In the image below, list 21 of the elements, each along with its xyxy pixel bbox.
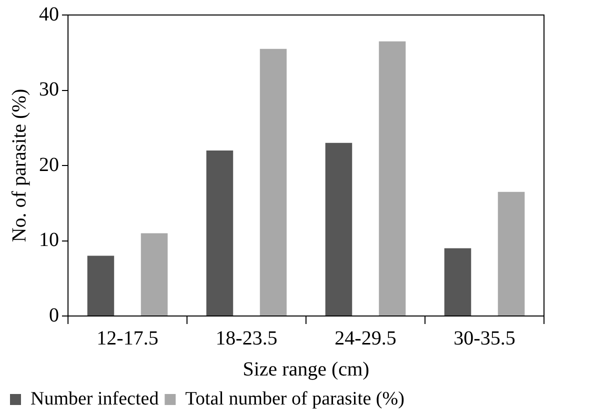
y-tick-label: 40 [39, 3, 59, 26]
y-tick-label: 30 [39, 78, 59, 100]
legend-label: Number infected [30, 388, 160, 410]
y-tick-label: 10 [39, 229, 59, 251]
x-tick-label: 12-17.5 [96, 327, 158, 350]
x-tick-label: 18-23.5 [216, 327, 278, 350]
bar [498, 192, 525, 316]
x-tick-label: 30-35.5 [454, 327, 516, 350]
x-axis-title: Size range (cm) [242, 358, 370, 380]
y-tick-label: 0 [49, 304, 59, 326]
bar [87, 256, 114, 316]
y-tick-label: 20 [39, 154, 59, 176]
bar [206, 150, 234, 316]
bar [140, 233, 168, 316]
legend-label: Total number of parasite (%) [185, 388, 404, 410]
bar [325, 142, 352, 316]
y-axis-title: No. of parasite (%) [8, 88, 30, 242]
bar [378, 41, 406, 316]
bar [444, 248, 472, 316]
x-tick-label: 24-29.5 [334, 327, 396, 350]
bar [260, 48, 287, 316]
